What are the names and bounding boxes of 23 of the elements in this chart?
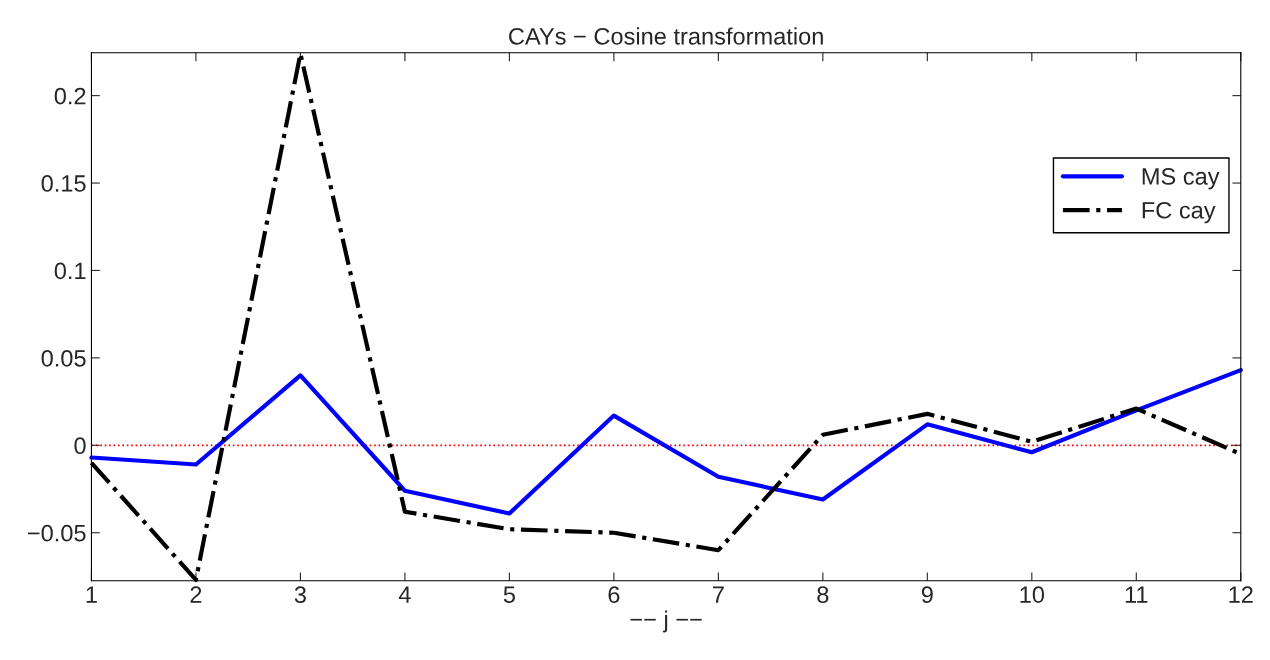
y-tick-label: −0.05 [28, 524, 86, 542]
x-tick-label: 8 [817, 586, 829, 603]
y-tick-label: 0 [74, 437, 86, 455]
y-tick-label: 0.1 [54, 262, 86, 280]
y-tick-label: 0.15 [41, 175, 86, 192]
x-tick-label: 2 [190, 586, 202, 603]
x-tick-label: 6 [608, 586, 620, 603]
y-tick-label: 0.05 [41, 349, 86, 367]
chart-title: CAYs − Cosine transformation [509, 27, 823, 45]
x-tick-label: 11 [1125, 586, 1148, 603]
x-tick-label: 9 [921, 586, 933, 603]
x-tick-label: 3 [294, 586, 306, 603]
legend-label: MS cay [1142, 168, 1220, 190]
x-tick-label: 4 [398, 586, 411, 603]
line-series [89, 368, 1243, 516]
x-tick-label: 7 [713, 586, 724, 603]
x-tick-label: 5 [503, 586, 515, 603]
x-tick-label: 1 [86, 586, 97, 603]
y-tick-label: 0.2 [54, 87, 86, 105]
legend-label: FC cay [1142, 201, 1216, 224]
x-tick-label: 10 [1020, 586, 1045, 603]
x-tick-label: 12 [1229, 586, 1253, 603]
x-axis-title: −− j −− [630, 610, 702, 633]
